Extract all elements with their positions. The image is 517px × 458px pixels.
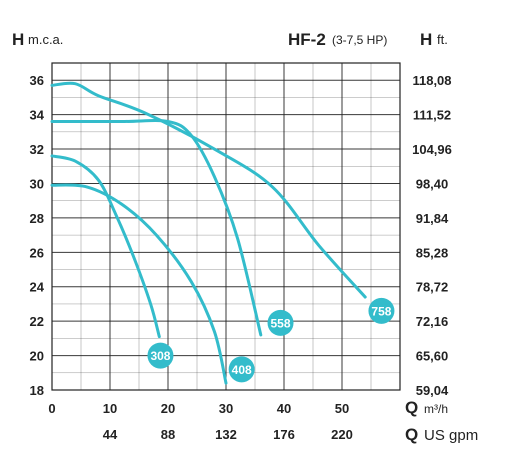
x-tick-label: 20 (161, 401, 175, 416)
model-title: HF-2 (288, 30, 326, 49)
right-axis-unit: ft. (437, 32, 448, 47)
y2-tick-label: 91,84 (416, 211, 449, 226)
y2-tick-label: 104,96 (412, 142, 452, 157)
x2-tick-label: 44 (103, 427, 118, 442)
x-axis-gpm-symbol: Q (405, 425, 418, 444)
y-tick-label: 28 (30, 211, 44, 226)
y-tick-label: 30 (30, 176, 44, 191)
grid (51, 62, 401, 391)
y-tick-label: 32 (30, 142, 44, 157)
right-axis-symbol: H (420, 30, 432, 49)
y2-tick-label: 85,28 (416, 245, 449, 260)
x-axis-flow-unit: m³/h (424, 402, 448, 416)
curve-badge-558 (267, 309, 294, 336)
left-axis-unit: m.c.a. (28, 32, 63, 47)
x-tick-label: 10 (103, 401, 117, 416)
y-tick-label: 20 (30, 349, 44, 364)
y-tick-label: 24 (30, 280, 45, 295)
y-tick-label: 36 (30, 73, 44, 88)
header: H m.c.a. HF-2 (3-7,5 HP) H ft. (12, 30, 448, 49)
x2-tick-label: 220 (331, 427, 353, 442)
y2-tick-label: 59,04 (416, 383, 449, 398)
curve-label-308: 308 (150, 349, 170, 363)
curve-label-758: 758 (371, 304, 391, 318)
model-subtitle: (3-7,5 HP) (332, 33, 387, 47)
curve-558 (50, 119, 263, 337)
curve-badge-758 (368, 297, 395, 324)
plot-frame (51, 62, 401, 391)
x-tick-label: 40 (277, 401, 291, 416)
x2-tick-label: 88 (161, 427, 175, 442)
x-tick-label: 0 (48, 401, 55, 416)
curve-408 (50, 183, 228, 385)
tick-labels: 18 59,04 20 65,60 22 72,16 24 78,72 26 85,28 28 91,… (30, 73, 452, 442)
curves: 308 408 558 758 (50, 81, 395, 385)
x-tick-label: 50 (335, 401, 349, 416)
x-axis-titles: Q m³/h Q US gpm (405, 398, 478, 444)
curve-758 (50, 81, 367, 299)
curve-308 (50, 154, 161, 339)
y-tick-label: 26 (30, 245, 44, 260)
left-axis-symbol: H (12, 30, 24, 49)
x-axis-gpm-unit-us: US gpm (424, 427, 478, 444)
x-tick-label: 30 (219, 401, 233, 416)
x2-tick-label: 132 (215, 427, 237, 442)
y2-tick-label: 111,52 (413, 108, 451, 123)
y-tick-label: 22 (30, 314, 44, 329)
y2-tick-label: 98,40 (416, 176, 449, 191)
y2-tick-label: 72,16 (416, 314, 449, 329)
y2-tick-label: 65,60 (416, 349, 449, 364)
x2-tick-label: 176 (273, 427, 295, 442)
curve-label-408: 408 (232, 363, 252, 377)
y-tick-label: 18 (30, 383, 44, 398)
curve-label-558: 558 (271, 316, 291, 330)
y2-tick-label: 118,08 (412, 73, 451, 88)
curve-badge-408 (228, 356, 255, 383)
x-axis-flow-symbol: Q (405, 398, 418, 417)
y-tick-label: 34 (30, 108, 45, 123)
curve-badge-308 (147, 342, 174, 369)
y2-tick-label: 78,72 (416, 280, 449, 295)
